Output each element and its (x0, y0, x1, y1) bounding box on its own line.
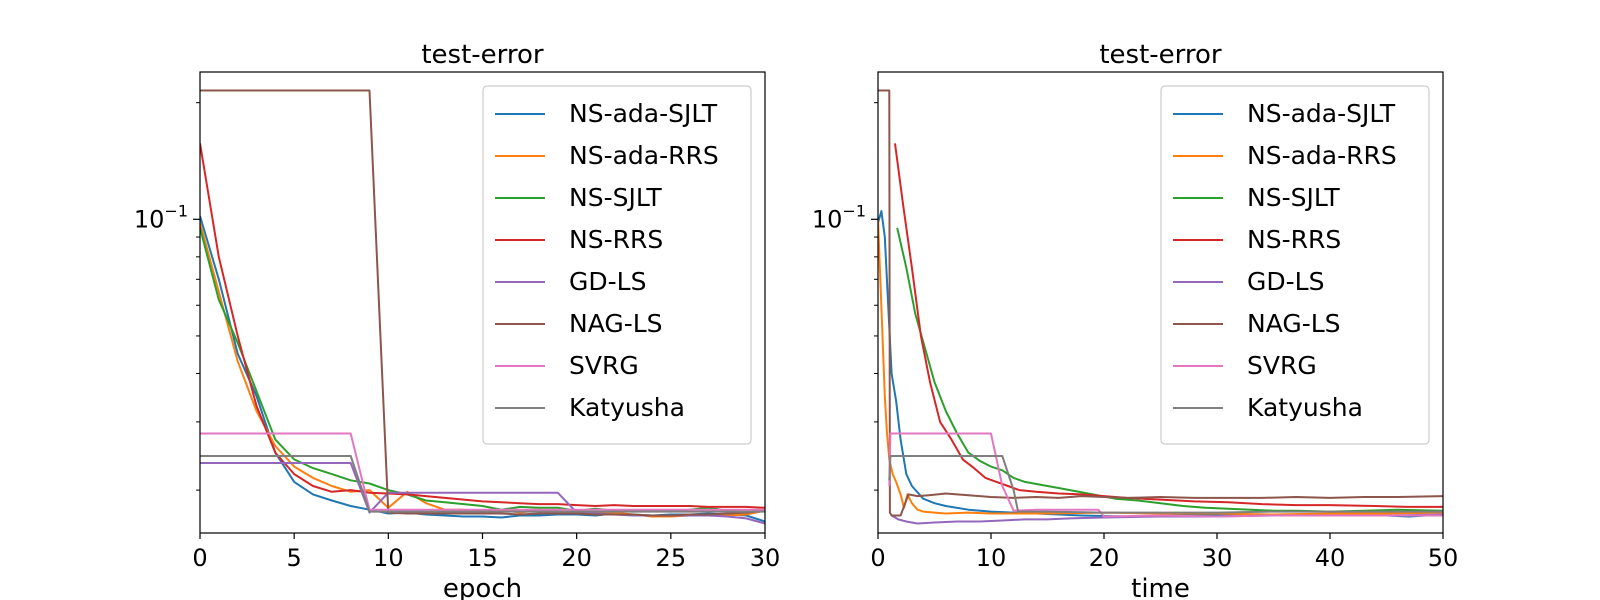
legend-item: GD-LS (495, 267, 646, 296)
series-line-katyusha (200, 455, 765, 513)
legend-item: SVRG (495, 351, 639, 380)
series-line-svrg (200, 432, 765, 511)
series-group (878, 89, 1443, 525)
series-line-ns-rrs (894, 143, 1443, 508)
x-tick-label: 10 (373, 544, 404, 572)
legend-item: NS-ada-RRS (1173, 141, 1397, 170)
legend-item: NS-ada-SJLT (495, 99, 718, 128)
legend-label: NS-SJLT (1247, 183, 1340, 212)
series-group (200, 89, 765, 525)
x-tick-label: 0 (192, 544, 207, 572)
x-tick-label: 20 (561, 544, 592, 572)
series-line-katyusha (888, 455, 1443, 514)
legend-label: Katyusha (1247, 393, 1363, 422)
axes-frame (877, 71, 1444, 534)
legend-label: NS-ada-SJLT (569, 99, 718, 128)
legend: NS-ada-SJLT NS-ada-RRS NS-SJLT NS-RRS GD-LS N… (1160, 85, 1430, 445)
legend-label: NAG-LS (1247, 309, 1341, 338)
legend-item: NS-SJLT (1173, 183, 1340, 212)
chart-title: test-error (1099, 40, 1222, 70)
series-line-nag-ls (200, 89, 765, 517)
legend-label: SVRG (569, 351, 639, 380)
legend-item: Katyusha (495, 393, 685, 422)
legend-item: NAG-LS (495, 309, 663, 338)
x-tick-label: 40 (1315, 544, 1346, 572)
x-tick-label: 10 (976, 544, 1007, 572)
legend-item: GD-LS (1173, 267, 1324, 296)
legend-label: NS-ada-RRS (1247, 141, 1397, 170)
x-tick-label: 30 (1202, 544, 1233, 572)
legend-box (482, 85, 752, 445)
legend-label: NAG-LS (569, 309, 663, 338)
legend-label: NS-SJLT (569, 183, 662, 212)
x-tick-label: 0 (870, 544, 885, 572)
legend-item: NS-ada-RRS (495, 141, 719, 170)
legend-label: NS-RRS (1247, 225, 1341, 254)
legend-item: Katyusha (1173, 393, 1363, 422)
legend-item: NS-ada-SJLT (1173, 99, 1396, 128)
x-tick-label: 5 (287, 544, 302, 572)
legend-item: NS-SJLT (495, 183, 662, 212)
legend-item: NS-RRS (1173, 225, 1341, 254)
chart-panel-1: 0 5 10 15 20 25 30 10−1 test-error epoch NS-ada-SJ… (134, 40, 780, 600)
legend-label: NS-ada-SJLT (1247, 99, 1396, 128)
x-tick-label: 15 (467, 544, 498, 572)
legend-item: NAG-LS (1173, 309, 1341, 338)
legend-label: NS-ada-RRS (569, 141, 719, 170)
series-line-nag-ls (878, 89, 1443, 517)
x-axis-label: epoch (443, 574, 522, 600)
series-line-ns-rrs (200, 143, 765, 509)
legend-label: GD-LS (1247, 267, 1324, 296)
legend-item: SVRG (1173, 351, 1317, 380)
legend-label: NS-RRS (569, 225, 663, 254)
legend-item: NS-RRS (495, 225, 663, 254)
y-tick-label: 10−1 (812, 201, 866, 233)
x-tick-label: 20 (1089, 544, 1120, 572)
legend-box (1160, 85, 1430, 445)
y-tick-label: 10−1 (134, 201, 188, 233)
legend-label: SVRG (1247, 351, 1317, 380)
chart-panel-2: 0 10 20 30 40 50 10−1 test-error time NS-ada-SJLT… (812, 40, 1458, 600)
x-tick-label: 50 (1428, 544, 1459, 572)
legend-label: Katyusha (569, 393, 685, 422)
series-line-svrg (888, 432, 1443, 518)
x-axis-label: time (1131, 574, 1190, 600)
legend-label: GD-LS (569, 267, 646, 296)
legend: NS-ada-SJLT NS-ada-RRS NS-SJLT NS-RRS GD-LS N… (482, 85, 752, 445)
chart-title: test-error (421, 40, 544, 70)
x-tick-label: 25 (656, 544, 687, 572)
x-tick-label: 30 (750, 544, 781, 572)
